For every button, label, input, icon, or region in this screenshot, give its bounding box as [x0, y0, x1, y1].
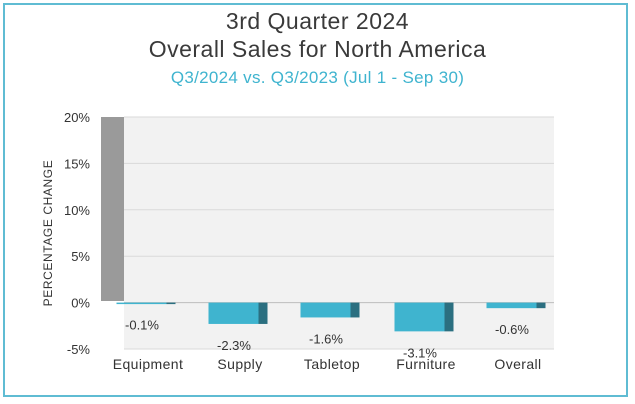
chart-subtitle: Q3/2024 vs. Q3/2023 (Jul 1 - Sep 30) — [170, 68, 465, 87]
y-axis-ticks: 20% 15% 10% 5% 0% -5% — [64, 110, 90, 357]
y-tick-label: -5% — [67, 342, 91, 357]
data-label: -0.1% — [125, 318, 159, 333]
data-label: -2.3% — [217, 338, 251, 353]
category-label: Supply — [217, 356, 262, 372]
y-tick-label: 15% — [64, 156, 90, 171]
y-axis-label: PERCENTAGE CHANGE — [41, 160, 55, 307]
bar-side — [166, 302, 176, 305]
bar — [486, 302, 537, 309]
chart-title-line1: 3rd Quarter 2024 — [225, 8, 410, 34]
category-label: Furniture — [396, 356, 456, 372]
data-label: -0.6% — [495, 322, 529, 337]
y-tick-label: 10% — [64, 203, 90, 218]
category-label: Tabletop — [304, 356, 360, 372]
bars — [116, 302, 546, 332]
y-tick-label: 20% — [64, 110, 90, 125]
chart-left-wall — [101, 117, 124, 301]
y-tick-label: 0% — [71, 296, 90, 311]
category-labels: Equipment Supply Tabletop Furniture Overall — [113, 356, 541, 372]
data-labels: -0.1% -2.3% -1.6% -3.1% -0.6% — [125, 318, 529, 361]
bar-side — [444, 302, 454, 332]
category-label: Overall — [494, 356, 541, 372]
bar — [300, 302, 351, 318]
y-tick-label: 5% — [71, 249, 90, 264]
chart-title-line2: Overall Sales for North America — [148, 36, 487, 62]
bar-side — [350, 302, 360, 318]
data-label: -3.1% — [403, 345, 437, 360]
bar — [116, 302, 167, 305]
bar — [208, 302, 259, 324]
data-label: -1.6% — [309, 331, 343, 346]
category-label: Equipment — [113, 356, 184, 372]
bar — [394, 302, 445, 332]
bar-side — [258, 302, 268, 324]
bar-side — [536, 302, 546, 309]
